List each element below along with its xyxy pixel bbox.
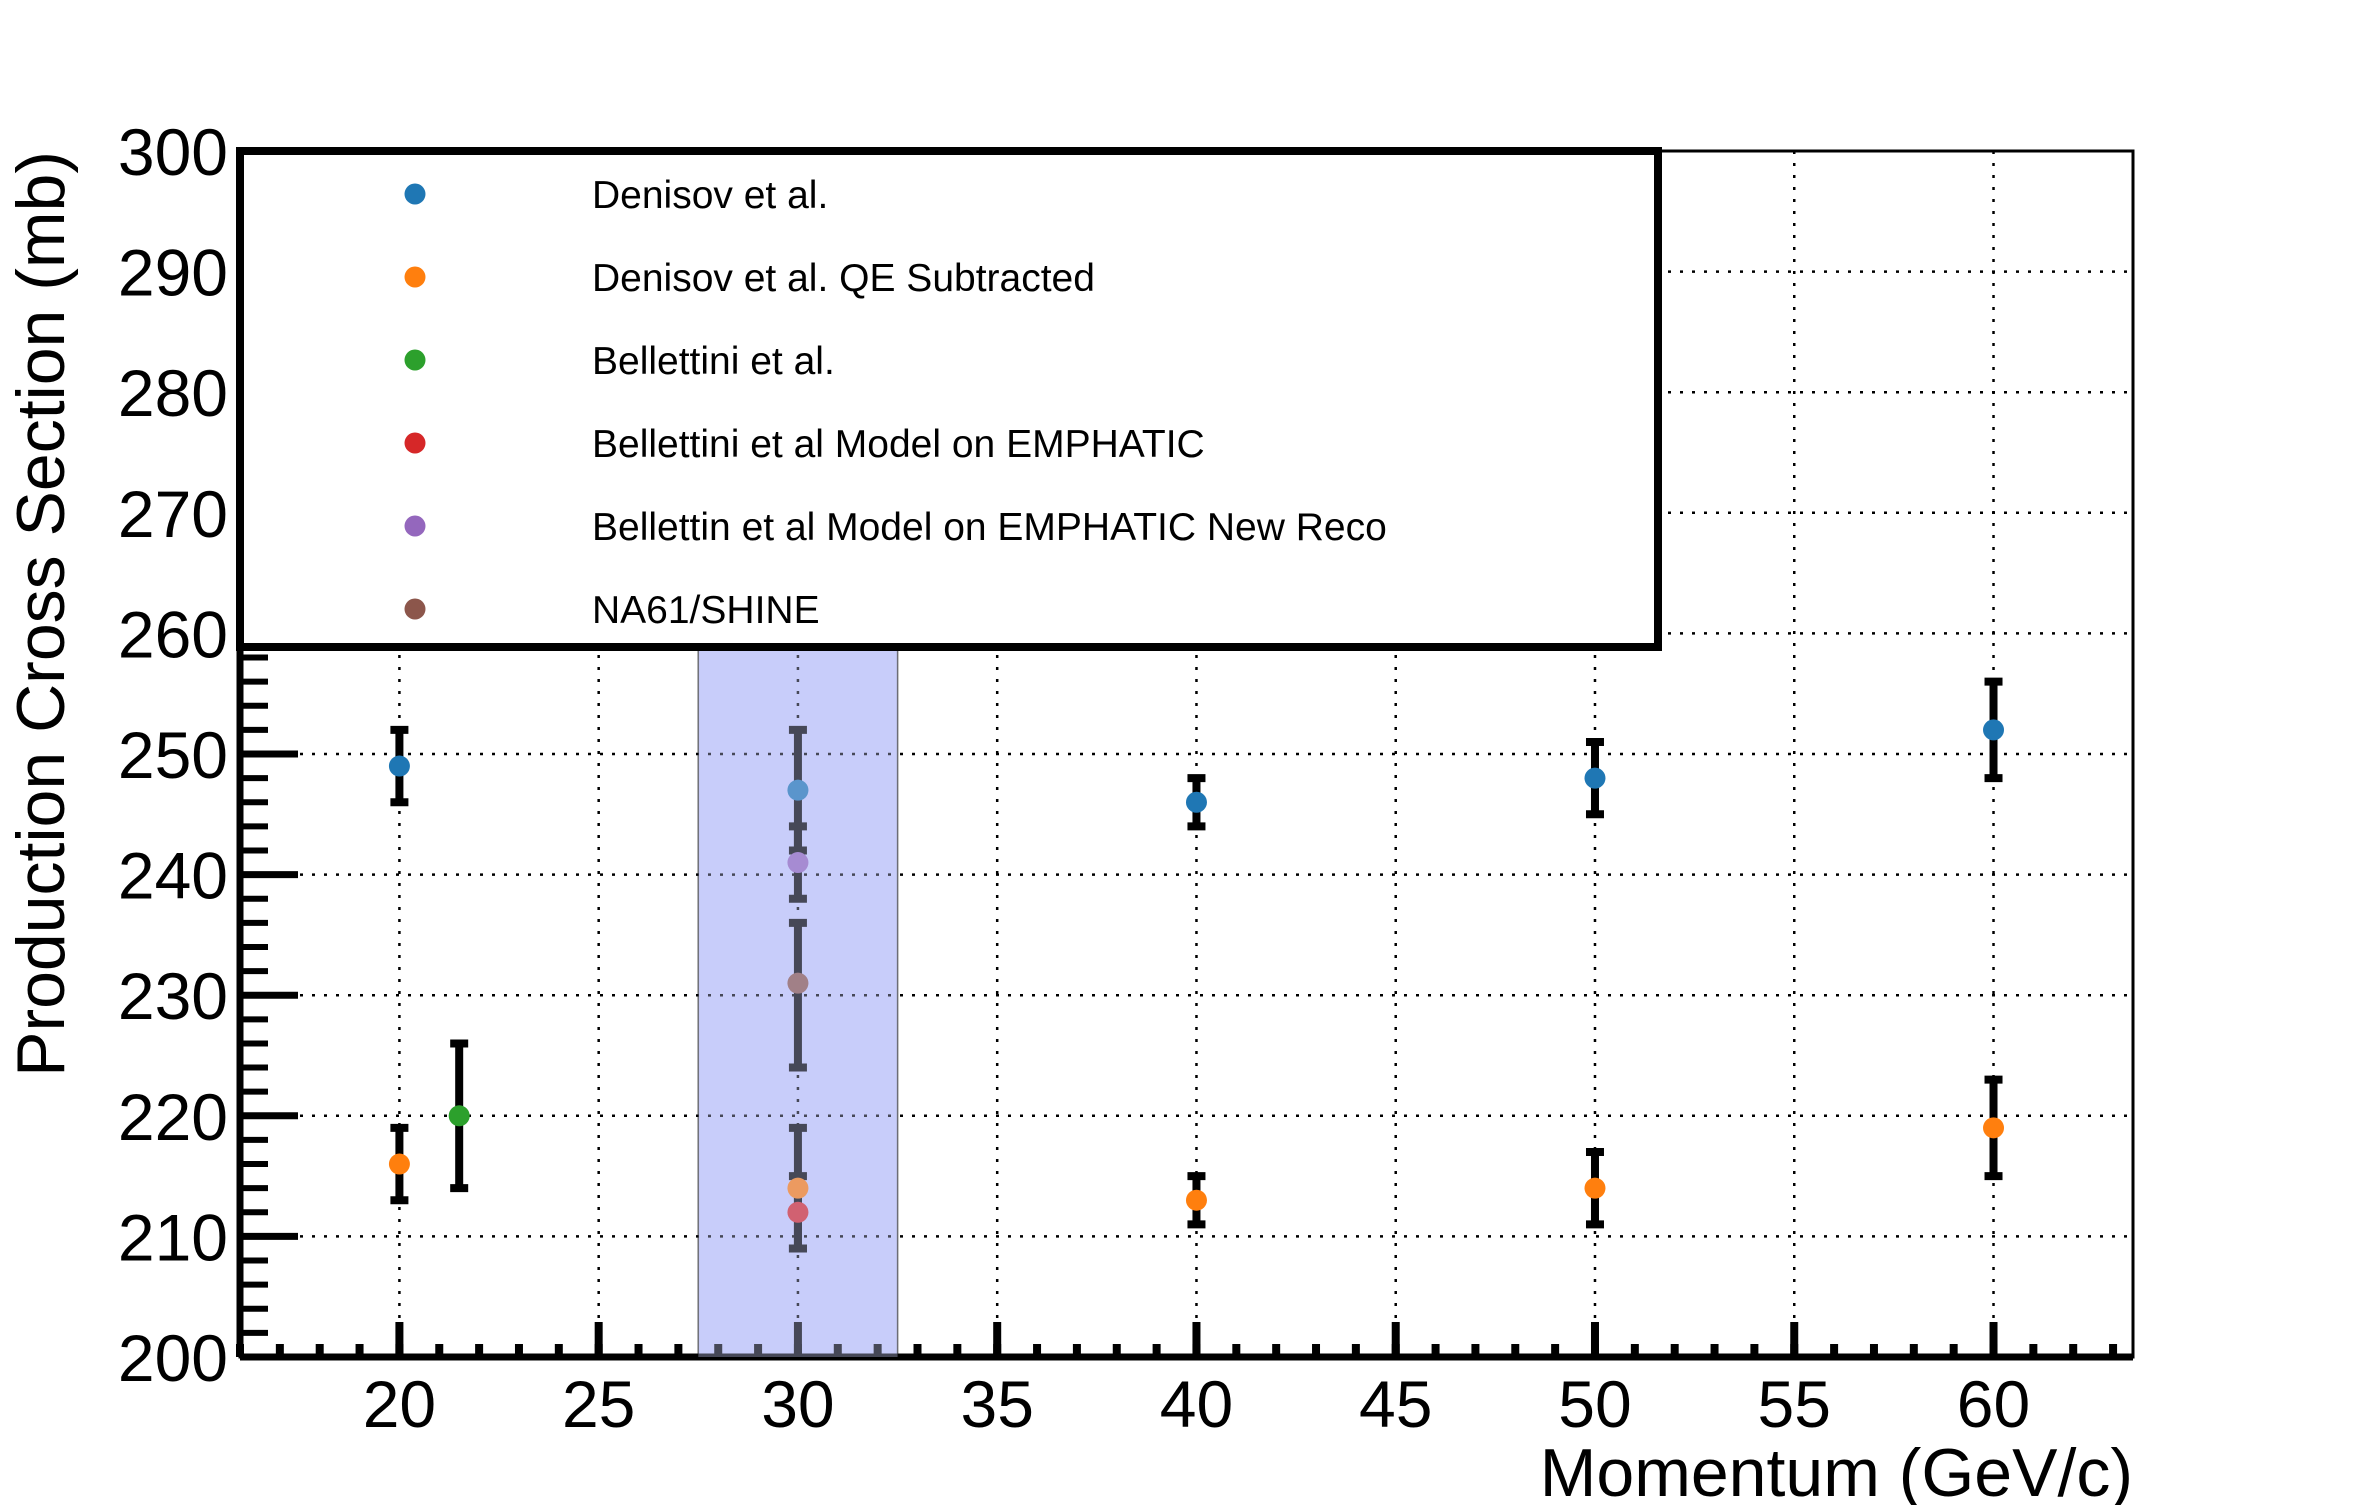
x-tick-label-1: 25 — [562, 1367, 635, 1441]
y-tick-label-1: 210 — [118, 1200, 228, 1274]
data-point-s0-p2 — [1185, 791, 1207, 813]
legend-label-2: Bellettini et al. — [592, 340, 835, 383]
y-tick-label-10: 300 — [118, 115, 228, 189]
y-tick-label-4: 240 — [118, 839, 228, 913]
y-tick-label-3: 230 — [118, 959, 228, 1033]
legend-label-0: Denisov et al. — [592, 174, 828, 217]
data-point-s1-p0 — [388, 1153, 410, 1175]
legend-marker-2 — [404, 349, 426, 371]
legend-marker-5 — [404, 598, 426, 620]
legend-marker-0 — [404, 183, 426, 205]
legend-marker-3 — [404, 432, 426, 454]
data-point-s1-p1 — [787, 1177, 809, 1199]
data-point-s1-p3 — [1584, 1177, 1606, 1199]
x-tick-label-5: 45 — [1359, 1367, 1432, 1441]
y-tick-label-8: 280 — [118, 356, 228, 430]
data-point-s0-p1 — [787, 779, 809, 801]
data-point-s1-p4 — [1983, 1117, 2005, 1139]
y-axis-label: Production Cross Section (mb) — [3, 151, 79, 1077]
x-tick-label-3: 35 — [960, 1367, 1033, 1441]
legend-label-3: Bellettini et al Model on EMPHATIC — [592, 423, 1205, 466]
legend-label-5: NA61/SHINE — [592, 589, 820, 632]
y-tick-label-2: 220 — [118, 1080, 228, 1154]
x-tick-label-4: 40 — [1160, 1367, 1233, 1441]
x-tick-label-0: 20 — [363, 1367, 436, 1441]
data-point-s4-p0 — [787, 852, 809, 874]
data-point-s5-p0 — [787, 972, 809, 994]
legend-marker-1 — [404, 266, 426, 288]
legend-label-1: Denisov et al. QE Subtracted — [592, 257, 1095, 300]
x-axis-label: Momentum (GeV/c) — [1540, 1435, 2133, 1505]
y-tick-label-6: 260 — [118, 597, 228, 671]
legend-box — [236, 147, 1662, 651]
data-point-s2-p0 — [448, 1105, 470, 1127]
y-tick-label-5: 250 — [118, 718, 228, 792]
data-point-s0-p3 — [1584, 767, 1606, 789]
y-tick-label-7: 270 — [118, 477, 228, 551]
data-point-s0-p4 — [1983, 719, 2005, 741]
x-tick-label-8: 60 — [1957, 1367, 2030, 1441]
legend-label-4: Bellettin et al Model on EMPHATIC New Re… — [592, 506, 1387, 549]
y-tick-label-9: 290 — [118, 236, 228, 310]
data-point-s0-p0 — [388, 755, 410, 777]
x-tick-label-7: 55 — [1758, 1367, 1831, 1441]
x-tick-label-2: 30 — [761, 1367, 834, 1441]
x-tick-label-6: 50 — [1558, 1367, 1631, 1441]
y-tick-label-0: 200 — [118, 1321, 228, 1395]
data-point-s1-p2 — [1185, 1189, 1207, 1211]
legend-layer: Denisov et al. Denisov et al. QE Subtract… — [236, 147, 1662, 651]
legend-marker-4 — [404, 515, 426, 537]
data-point-s3-p0 — [787, 1201, 809, 1223]
